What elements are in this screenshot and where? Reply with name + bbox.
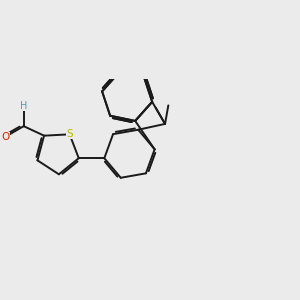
Text: S: S xyxy=(66,129,73,139)
Text: O: O xyxy=(2,132,10,142)
Text: H: H xyxy=(20,100,27,110)
